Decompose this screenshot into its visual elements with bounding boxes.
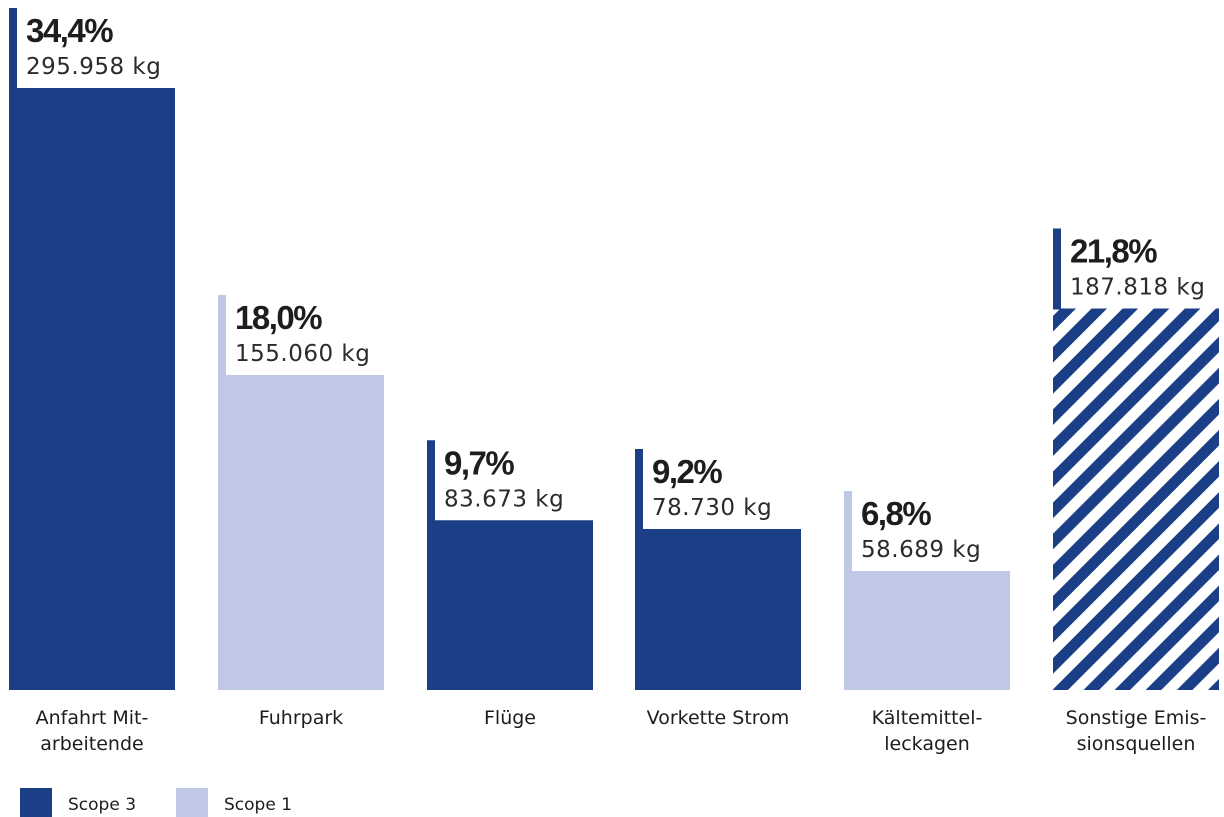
category-label-1-0: Fuhrpark: [259, 707, 343, 729]
percent-label-3: 9,2%: [652, 453, 722, 490]
kg-label-5: 187.818 kg: [1070, 275, 1205, 301]
category-labels-layer: Anfahrt Mit-arbeitende Fuhrpark Flüge Vorke…: [36, 707, 1207, 755]
category-label-4-1: leckagen: [884, 733, 970, 755]
legend: Scope 3 Scope 1: [20, 788, 292, 817]
kg-label-2: 83.673 kg: [444, 486, 564, 512]
bar-4: [844, 571, 1010, 690]
legend-swatch-scope1: [176, 788, 208, 817]
bar-label-stripe-2: [427, 440, 435, 522]
bar-1: [218, 375, 384, 690]
category-label-4-0: Kältemittel-: [872, 707, 983, 729]
category-label-5-0: Sonstige Emis-: [1066, 707, 1207, 729]
bars-layer: [9, 8, 1219, 690]
bar-5: [1053, 308, 1219, 690]
bar-2: [427, 520, 593, 690]
bar-label-stripe-0: [9, 8, 17, 89]
kg-label-1: 155.060 kg: [235, 341, 370, 367]
value-labels-layer: 34,4% 295.958 kg 18,0% 155.060 kg 9,7% 83.673…: [26, 12, 1205, 563]
legend-swatch-scope3: [20, 788, 52, 817]
bar-label-stripe-1: [218, 295, 226, 376]
bar-label-stripe-4: [844, 491, 852, 572]
legend-label-scope1: Scope 1: [224, 795, 292, 815]
percent-label-5: 21,8%: [1070, 233, 1157, 270]
category-label-5-1: sionsquellen: [1077, 733, 1196, 755]
percent-label-4: 6,8%: [861, 495, 931, 532]
kg-label-4: 58.689 kg: [861, 537, 981, 563]
bar-0: [9, 88, 175, 690]
percent-label-1: 18,0%: [235, 299, 322, 336]
bar-label-stripe-3: [635, 449, 643, 530]
percent-label-0: 34,4%: [26, 12, 113, 49]
kg-label-3: 78.730 kg: [652, 495, 772, 521]
category-label-2-0: Flüge: [484, 707, 536, 729]
kg-label-0: 295.958 kg: [26, 54, 161, 80]
category-label-3-0: Vorkette Strom: [647, 707, 790, 729]
percent-label-2: 9,7%: [444, 444, 514, 481]
bar-label-stripe-5: [1053, 228, 1061, 310]
category-label-0-1: arbeitende: [40, 733, 143, 755]
bar-3: [635, 529, 801, 690]
legend-label-scope3: Scope 3: [68, 795, 136, 815]
category-label-0-0: Anfahrt Mit-: [36, 707, 149, 729]
